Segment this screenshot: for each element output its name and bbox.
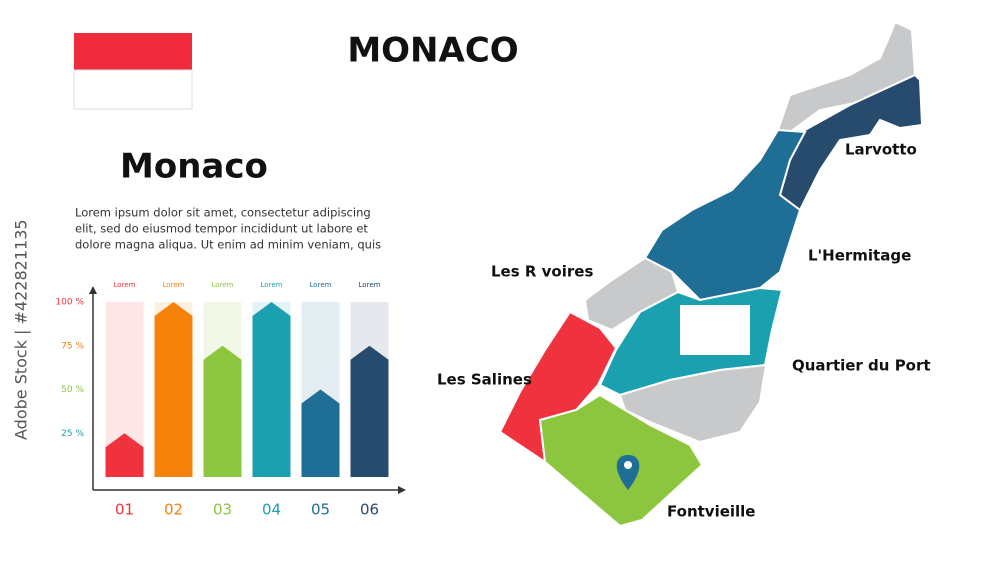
- x-tick-label: 06: [360, 501, 379, 519]
- map-label: Les Salines: [437, 371, 532, 389]
- x-tick-label: 02: [164, 501, 183, 519]
- bar: [301, 389, 340, 477]
- region: [618, 363, 768, 444]
- map-label: Quartier du Port: [792, 357, 931, 375]
- map-label: Larvotto: [845, 141, 917, 159]
- x-tick-label: 04: [262, 501, 281, 519]
- map-label: L'Hermitage: [808, 247, 911, 265]
- body-line: Lorem ipsum dolor sit amet, consectetur …: [75, 206, 371, 220]
- bar-top-label: Lorem: [114, 281, 136, 289]
- pin: [616, 455, 640, 490]
- y-tick-label: 75 %: [61, 341, 84, 351]
- bar-top-label: Lorem: [359, 281, 381, 289]
- region: [583, 256, 680, 332]
- heading: Monaco: [120, 147, 268, 187]
- pin-dot: [624, 461, 632, 469]
- bar: [203, 345, 242, 477]
- flag: [73, 33, 193, 110]
- bar: [105, 433, 144, 477]
- watermark: Adobe Stock | #422821135: [12, 219, 31, 440]
- page-title: MONACO: [347, 31, 518, 71]
- x-tick-label: 01: [115, 501, 134, 519]
- y-arrow: [89, 286, 97, 294]
- bar-chart: 25 % 50 % 75 % 100 % Lorem 01 Lorem 02 Lorem 03 Lo…: [55, 281, 389, 519]
- x-arrow: [398, 486, 406, 494]
- bar-top-label: Lorem: [310, 281, 332, 289]
- y-tick-label: 100 %: [55, 298, 84, 308]
- bar-top-label: Lorem: [212, 281, 234, 289]
- harbor: [680, 305, 750, 355]
- map: [498, 20, 924, 528]
- bar: [252, 302, 291, 477]
- y-tick-label: 25 %: [61, 429, 84, 439]
- map-label: Fontvieille: [667, 503, 755, 521]
- bar: [154, 302, 193, 477]
- axes: [89, 286, 406, 494]
- flag-red: [74, 33, 192, 70]
- bar-top-label: Lorem: [261, 281, 283, 289]
- map-label: Les R voires: [491, 263, 593, 281]
- body-line: elit, sed do eiusmod tempor incididunt u…: [75, 222, 368, 236]
- bar: [350, 345, 389, 477]
- x-tick-label: 05: [311, 501, 330, 519]
- bar-top-label: Lorem: [163, 281, 185, 289]
- flag-white: [73, 69, 193, 110]
- y-tick-label: 50 %: [61, 385, 84, 395]
- x-tick-label: 03: [213, 501, 232, 519]
- body-line: dolore magna aliqua. Ut enim ad minim ve…: [75, 238, 381, 252]
